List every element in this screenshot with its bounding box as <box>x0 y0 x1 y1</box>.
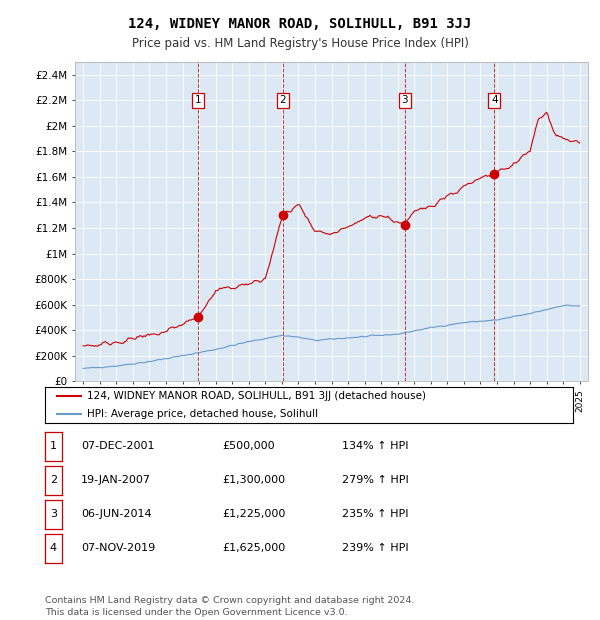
Text: £1,300,000: £1,300,000 <box>222 475 285 485</box>
Text: 134% ↑ HPI: 134% ↑ HPI <box>342 441 409 451</box>
Text: 06-JUN-2014: 06-JUN-2014 <box>81 509 152 520</box>
Text: £1,625,000: £1,625,000 <box>222 543 285 554</box>
Text: £500,000: £500,000 <box>222 441 275 451</box>
Text: 2: 2 <box>280 95 286 105</box>
Text: £1,225,000: £1,225,000 <box>222 509 286 520</box>
Text: 124, WIDNEY MANOR ROAD, SOLIHULL, B91 3JJ: 124, WIDNEY MANOR ROAD, SOLIHULL, B91 3J… <box>128 17 472 32</box>
Text: 4: 4 <box>491 95 497 105</box>
Text: 1: 1 <box>194 95 201 105</box>
Text: 279% ↑ HPI: 279% ↑ HPI <box>342 475 409 485</box>
Text: 4: 4 <box>50 543 57 554</box>
Text: 2: 2 <box>50 475 57 485</box>
Text: Contains HM Land Registry data © Crown copyright and database right 2024.
This d: Contains HM Land Registry data © Crown c… <box>45 596 415 617</box>
Text: 3: 3 <box>401 95 408 105</box>
Text: 239% ↑ HPI: 239% ↑ HPI <box>342 543 409 554</box>
Text: 19-JAN-2007: 19-JAN-2007 <box>81 475 151 485</box>
Text: Price paid vs. HM Land Registry's House Price Index (HPI): Price paid vs. HM Land Registry's House … <box>131 37 469 50</box>
Text: 07-DEC-2001: 07-DEC-2001 <box>81 441 155 451</box>
Text: 07-NOV-2019: 07-NOV-2019 <box>81 543 155 554</box>
Text: 124, WIDNEY MANOR ROAD, SOLIHULL, B91 3JJ (detached house): 124, WIDNEY MANOR ROAD, SOLIHULL, B91 3J… <box>87 391 426 401</box>
Text: 1: 1 <box>50 441 57 451</box>
Text: 235% ↑ HPI: 235% ↑ HPI <box>342 509 409 520</box>
Text: HPI: Average price, detached house, Solihull: HPI: Average price, detached house, Soli… <box>87 409 319 419</box>
Text: 3: 3 <box>50 509 57 520</box>
